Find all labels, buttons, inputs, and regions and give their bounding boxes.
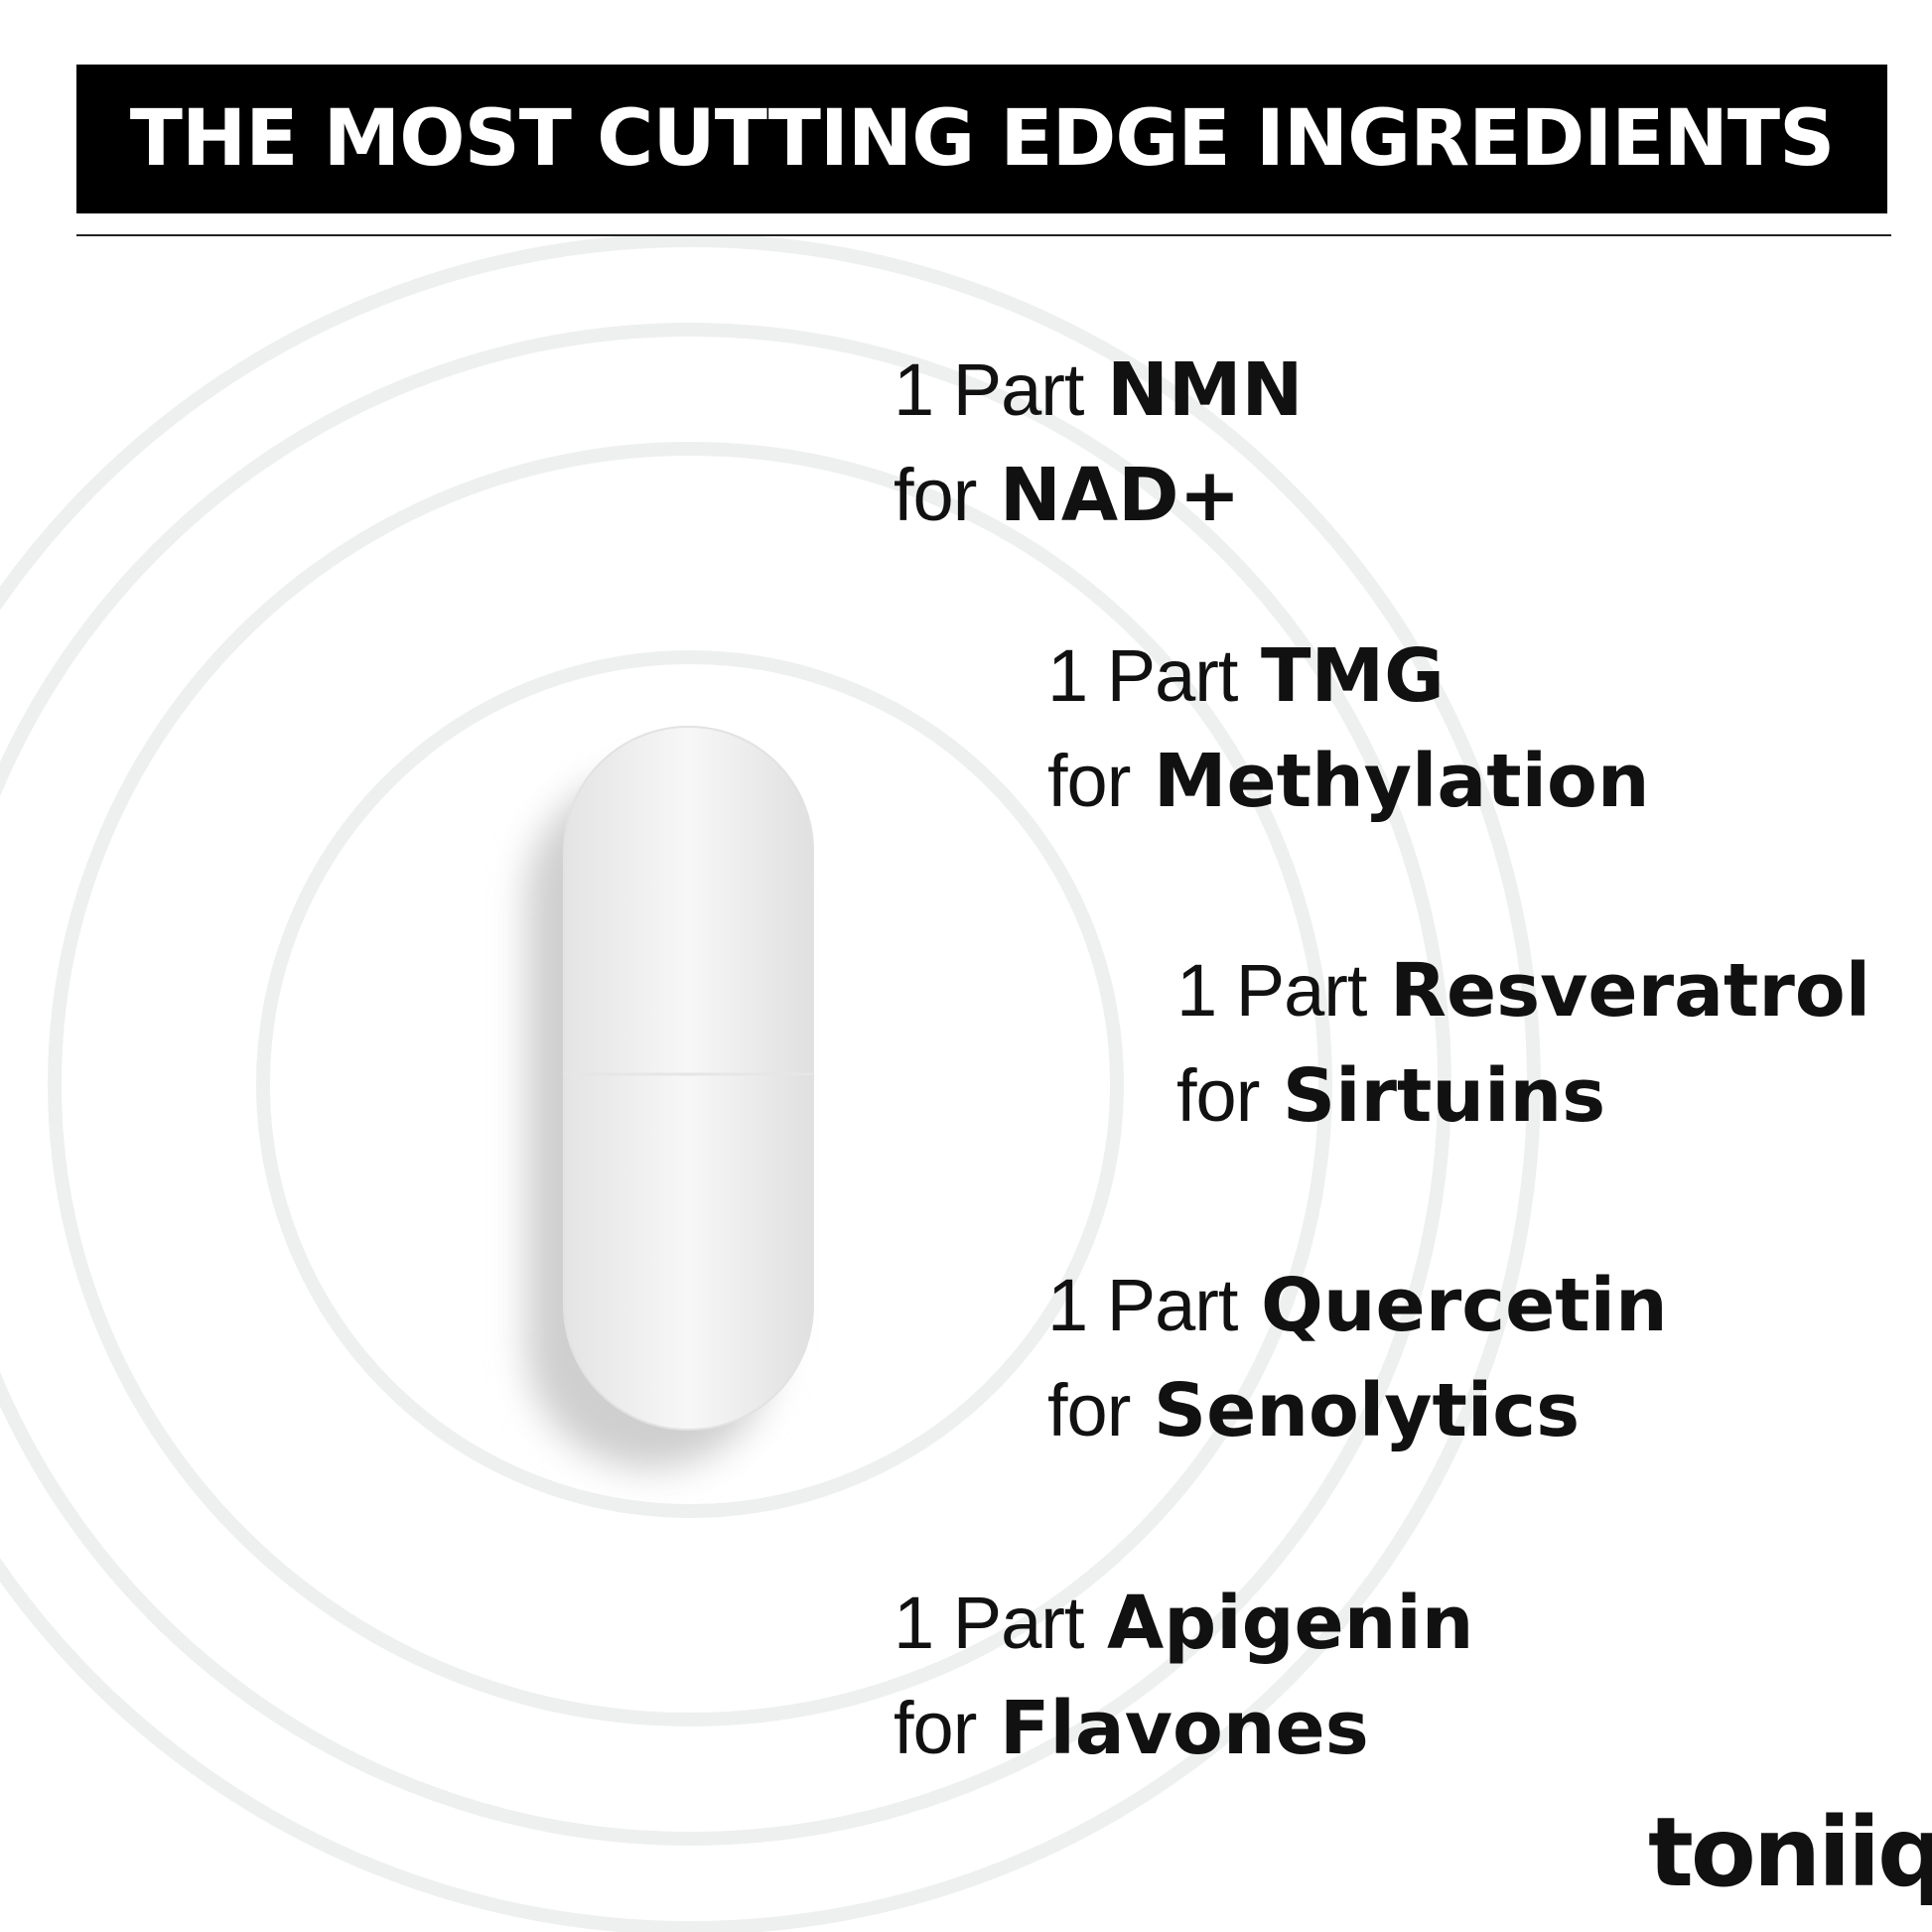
ingredient-line: 1 Part Quercetin [1047, 1253, 1668, 1358]
ingredient-name: Resveratrol [1389, 948, 1871, 1034]
ingredient-name: TMG [1260, 633, 1445, 719]
ingredient-line: for Senolytics [1047, 1358, 1668, 1463]
ingredient-line: 1 Part TMG [1047, 623, 1650, 729]
ingredient-name: Apigenin [1106, 1581, 1474, 1666]
rings [0, 233, 1541, 1932]
part: 1 Part [1047, 634, 1238, 717]
benefit: NAD+ [999, 453, 1241, 538]
part: 1 Part [1176, 949, 1367, 1032]
part: 1 Part [894, 348, 1084, 431]
for: for [1176, 1054, 1260, 1137]
ingredient: 1 Part TMG for Methylation [1047, 623, 1650, 834]
ingredient-line: for NAD+ [894, 443, 1303, 548]
ingredient-line: for Methylation [1047, 729, 1650, 834]
ingredient-line: for Sirtuins [1176, 1043, 1870, 1149]
ingredient-line: 1 Part Resveratrol [1176, 938, 1870, 1043]
for: for [1047, 740, 1131, 822]
ingredient-line: 1 Part NMN [894, 338, 1303, 443]
ingredient-name: NMN [1106, 347, 1304, 433]
title: THE MOST CUTTING EDGE INGREDIENTS [76, 65, 1887, 213]
benefit: Senolytics [1153, 1368, 1581, 1453]
divider [76, 234, 1891, 236]
for: for [894, 454, 977, 536]
ingredient-name: Quercetin [1260, 1263, 1668, 1348]
ingredient: 1 Part NMN for NAD+ [894, 338, 1303, 548]
ingredient: 1 Part Resveratrol for Sirtuins [1176, 938, 1870, 1149]
part: 1 Part [1047, 1264, 1238, 1346]
ingredient: 1 Part Apigenin for Flavones [894, 1571, 1473, 1781]
for: for [1047, 1369, 1131, 1451]
benefit: Methylation [1153, 739, 1650, 824]
part: 1 Part [894, 1582, 1084, 1664]
for: for [894, 1687, 977, 1769]
ingredient-line: for Flavones [894, 1676, 1473, 1781]
benefit: Sirtuins [1282, 1053, 1606, 1139]
pill [563, 726, 814, 1431]
benefit: Flavones [999, 1686, 1369, 1771]
ingredient-line: 1 Part Apigenin [894, 1571, 1473, 1676]
logo: toniiq [1648, 1797, 1932, 1908]
ingredient: 1 Part Quercetin for Senolytics [1047, 1253, 1668, 1463]
